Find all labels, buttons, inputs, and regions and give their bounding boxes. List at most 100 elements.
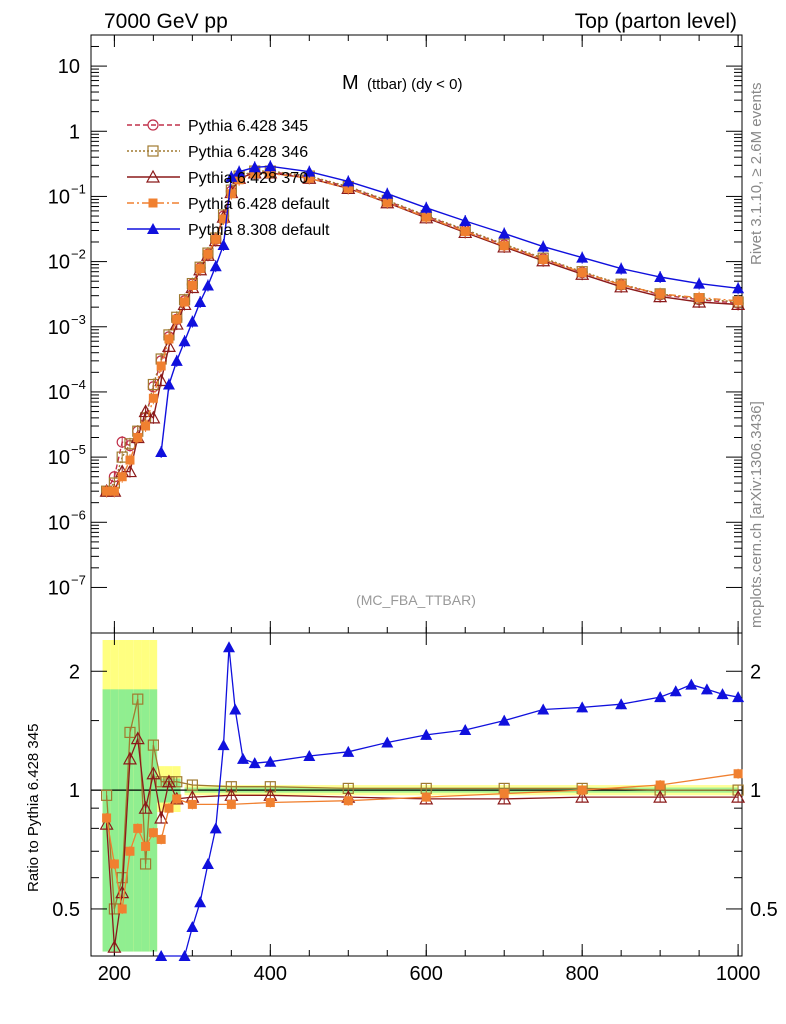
ratio-y-tick-label-right: 2	[750, 661, 761, 683]
chart-title-sub: (ttbar) (dy < 0)	[367, 76, 462, 93]
ratio-data-point	[669, 685, 682, 697]
ratio-data-point	[381, 736, 394, 748]
ratio-data-point	[172, 794, 182, 804]
main-y-tick-label: 1	[69, 121, 80, 143]
data-point	[102, 486, 112, 496]
ratio-data-point	[229, 703, 242, 715]
data-point	[125, 455, 135, 465]
data-point	[576, 251, 589, 263]
ratio-data-point	[303, 750, 316, 762]
data-point	[234, 175, 244, 185]
ratio-data-point	[343, 796, 353, 806]
legend-label: Pythia 6.428 345	[188, 118, 308, 135]
main-y-tick-exponent: −2	[71, 247, 86, 262]
chart-title-main: M	[342, 72, 359, 94]
uncertainty-band-inner	[118, 689, 126, 952]
ratio-data-point	[186, 921, 199, 933]
data-point	[250, 168, 260, 178]
data-point	[538, 254, 548, 264]
ratio-data-point	[124, 726, 136, 739]
data-point	[342, 175, 355, 187]
ratio-data-point	[499, 789, 509, 799]
ratio-data-point	[187, 799, 197, 809]
legend: Pythia 6.428 345 Pythia 6.428 346 Pythia 6…	[127, 118, 330, 239]
x-tick-label: 600	[410, 963, 443, 985]
data-point	[180, 297, 190, 307]
ratio-data-point	[201, 857, 214, 869]
ratio-data-point	[164, 803, 174, 813]
ratio-data-point	[141, 841, 151, 851]
ratio-series-line	[161, 647, 739, 957]
header-left: 7000 GeV pp	[104, 10, 228, 33]
data-point	[303, 165, 316, 177]
main-y-tick-exponent: −5	[71, 442, 86, 457]
data-point	[694, 293, 704, 303]
data-point	[460, 226, 470, 236]
data-point	[498, 227, 511, 239]
ratio-y-tick-label: 1	[69, 780, 80, 802]
ratio-data-point	[226, 799, 236, 809]
data-point	[304, 173, 314, 183]
ratio-data-point	[217, 739, 230, 751]
mcplots-label: mcplots.cern.ch [arXiv:1306.3436]	[748, 401, 765, 628]
data-point	[155, 445, 168, 457]
x-tick-label: 1000	[716, 963, 761, 985]
data-point	[233, 165, 246, 177]
legend-marker	[147, 223, 159, 234]
data-point	[178, 335, 191, 347]
data-point	[226, 189, 236, 199]
data-point	[381, 187, 394, 199]
ratio-data-point	[138, 800, 153, 814]
ratio-data-point	[99, 816, 114, 830]
main-y-tick-exponent: −4	[71, 377, 86, 392]
ratio-data-point	[716, 688, 729, 700]
data-point	[122, 464, 137, 478]
ratio-data-point	[498, 714, 511, 726]
uncertainty-band-inner	[141, 689, 150, 952]
ratio-y-tick-label: 0.5	[52, 899, 80, 921]
main-y-tick-label: 10	[48, 512, 70, 534]
main-y-tick-exponent: −1	[71, 181, 86, 196]
data-point	[172, 314, 182, 324]
data-point	[147, 378, 159, 391]
data-point	[733, 296, 743, 306]
header-right: Top (parton level)	[575, 10, 737, 33]
ratio-data-point	[102, 813, 112, 823]
ratio-data-point	[139, 858, 152, 870]
data-point	[537, 240, 550, 252]
data-point	[382, 197, 392, 207]
data-point	[420, 201, 433, 213]
data-point	[194, 295, 207, 307]
data-point	[693, 277, 706, 289]
ratio-data-point	[575, 789, 590, 803]
data-point	[195, 264, 205, 274]
watermark: (MC_FBA_TTBAR)	[356, 592, 476, 608]
data-point	[616, 280, 626, 290]
main-y-tick-label: 10	[48, 447, 70, 469]
main-y-tick-exponent: −7	[71, 572, 86, 587]
ratio-data-point	[146, 766, 161, 780]
legend-marker	[147, 119, 159, 131]
main-y-tick-label: 10	[58, 56, 80, 78]
ratio-data-point	[731, 789, 746, 803]
data-point	[211, 234, 221, 244]
ratio-data-point	[194, 896, 207, 908]
ratio-data-point	[420, 728, 433, 740]
data-point	[186, 315, 199, 327]
ratio-y-tick-label-right: 1	[750, 780, 761, 802]
ratio-ylabel: Ratio to Pythia 6.428 345	[25, 724, 42, 892]
data-point	[187, 280, 197, 290]
ratio-data-point	[248, 757, 261, 769]
ratio-data-point	[342, 745, 355, 757]
uncertainty-band-inner	[149, 689, 158, 952]
ratio-data-point	[156, 834, 166, 844]
data-point	[248, 161, 261, 173]
data-point	[162, 378, 175, 390]
ratio-data-point	[237, 752, 250, 764]
ratio-data-point	[421, 792, 431, 802]
ratio-data-point	[615, 698, 628, 710]
ratio-data-point	[654, 691, 667, 703]
uncertainty-band-inner	[133, 689, 142, 952]
x-tick-label: 800	[565, 963, 598, 985]
